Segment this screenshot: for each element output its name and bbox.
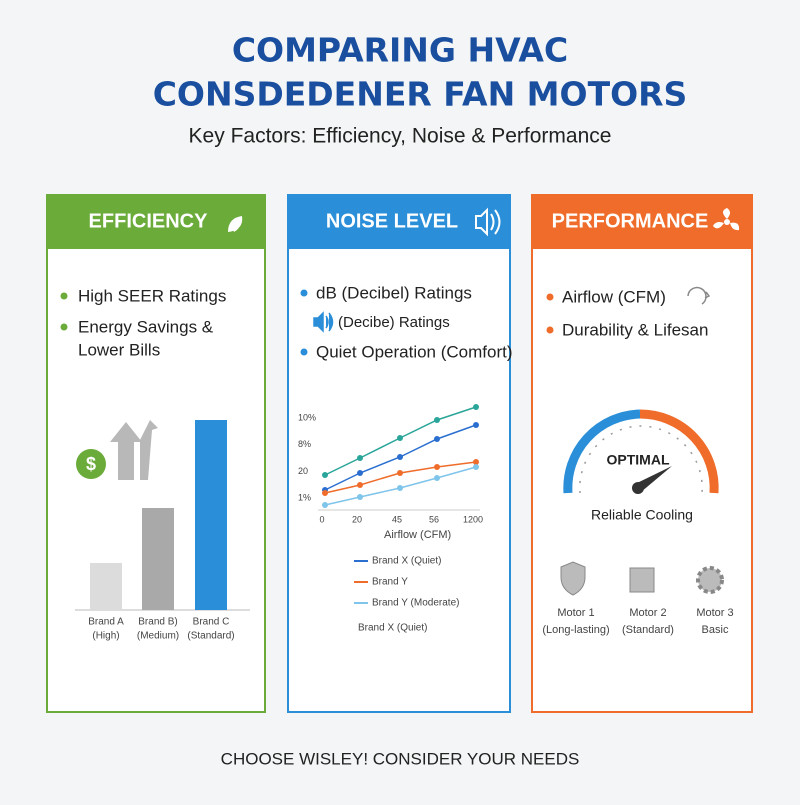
shield-icon: [560, 561, 586, 596]
bar: [142, 508, 174, 610]
point: [357, 482, 363, 488]
arrows-icon: [110, 420, 158, 480]
point: [322, 502, 328, 508]
point: [322, 490, 328, 496]
point: [397, 454, 403, 460]
card-title: NOISE LEVEL: [326, 210, 458, 232]
speaker-icon: [313, 311, 334, 333]
gauge-needle: [635, 466, 672, 492]
point: [357, 494, 363, 500]
point: [473, 404, 479, 410]
point: [434, 436, 440, 442]
bullet: [60, 323, 68, 331]
legend-label: Brand Y (Moderate): [372, 598, 459, 609]
bullet: [546, 293, 554, 301]
bullet-text: High SEER Ratings: [78, 286, 226, 305]
point: [397, 435, 403, 441]
card-title: PERFORMANCE: [552, 210, 709, 232]
speaker-icon: [475, 207, 501, 237]
motor-label: Motor 3: [696, 607, 733, 619]
point: [322, 472, 328, 478]
x-axis-title: Airflow (CFM): [384, 529, 451, 541]
bullet-text: Quiet Operation (Comfort): [316, 342, 513, 361]
gauge-ticks: [579, 425, 703, 494]
bullet-text: Durability & Lifesan: [562, 320, 708, 339]
dollar-icon: [76, 449, 106, 479]
y-tick-label: 10%: [298, 412, 316, 422]
x-tick-label: (Medium): [137, 631, 179, 642]
leaf-icon: [228, 216, 243, 232]
dollar-sign: $: [86, 454, 96, 474]
bar: [90, 563, 122, 610]
x-tick-label: 45: [392, 514, 402, 524]
bullet-text: Airflow (CFM): [562, 287, 666, 306]
legend-label: Brand Y: [372, 577, 408, 588]
card-header: [288, 195, 510, 249]
note: Brand X (Quiet): [358, 623, 427, 634]
motor-label: Basic: [702, 624, 729, 636]
x-tick-label: Brand A: [88, 617, 124, 628]
legend-label: Brand X (Quiet): [372, 556, 441, 567]
point: [473, 464, 479, 470]
title: COMPARING HVAC: [232, 31, 568, 70]
bar: [195, 420, 227, 610]
motor-label: Motor 1: [557, 607, 594, 619]
airflow-icon: [687, 286, 711, 305]
x-tick-label: Brand C: [193, 617, 230, 628]
point: [397, 470, 403, 476]
bullet: [546, 326, 554, 334]
point: [473, 459, 479, 465]
point: [473, 422, 479, 428]
gauge-hub: [632, 482, 644, 494]
subtitle: Key Factors: Efficiency, Noise & Perform…: [189, 125, 612, 148]
point: [357, 455, 363, 461]
motor-label: Motor 2: [629, 607, 666, 619]
footer: CHOOSE WISLEY! CONSIDER YOUR NEEDS: [221, 749, 580, 768]
point: [434, 464, 440, 470]
card: [287, 194, 511, 713]
gauge-label: OPTIMAL: [607, 452, 670, 468]
x-tick-label: 20: [352, 514, 362, 524]
bullet-text: Lower Bills: [78, 340, 160, 359]
y-tick-label: 20: [298, 466, 308, 476]
x-tick-label: (High): [92, 631, 119, 642]
bullet-text: Energy Savings &: [78, 317, 214, 336]
x-tick-label: 1200: [463, 514, 483, 524]
x-tick-label: 56: [429, 514, 439, 524]
motor-label: (Long-lasting): [542, 624, 609, 636]
bullet: [300, 348, 308, 356]
card-title: EFFICIENCY: [89, 210, 209, 232]
point: [434, 475, 440, 481]
bullet-text: (Decibe) Ratings: [338, 314, 450, 331]
card-header: [532, 195, 752, 249]
gear-icon: [696, 566, 724, 594]
point: [357, 470, 363, 476]
x-tick-label: 0: [319, 514, 324, 524]
gauge-caption: Reliable Cooling: [591, 507, 693, 523]
card: [531, 194, 753, 713]
point: [397, 485, 403, 491]
gauge-arc: [563, 409, 641, 494]
fan-icon: [713, 208, 740, 231]
bullet: [300, 289, 308, 297]
title: CONSDEDENER FAN MOTORS: [153, 75, 688, 114]
x-tick-label: Brand B): [138, 617, 177, 628]
gauge-arc: [639, 409, 719, 494]
motor-icon: [629, 567, 655, 593]
bullet-text: dB (Decibel) Ratings: [316, 283, 472, 302]
motor-label: (Standard): [622, 624, 674, 636]
x-tick-label: (Standard): [187, 631, 234, 642]
card-header: [47, 195, 265, 249]
y-tick-label: 8%: [298, 439, 311, 449]
bullet: [60, 292, 68, 300]
point: [434, 417, 440, 423]
y-tick-label: 1%: [298, 492, 311, 502]
